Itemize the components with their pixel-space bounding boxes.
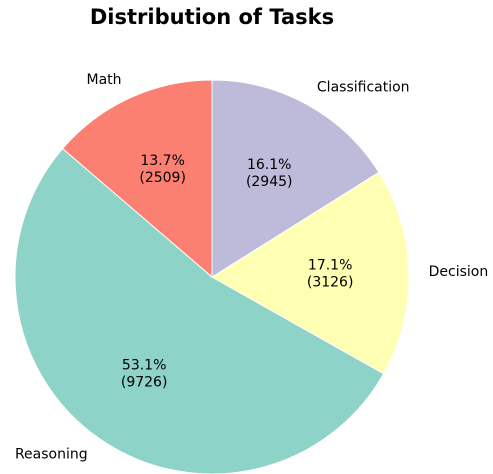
value-label: 17.1% (3126) bbox=[307, 258, 354, 291]
slice-label: Decision bbox=[429, 264, 489, 280]
value-label: 53.1% (9726) bbox=[121, 357, 168, 390]
value-label: 13.7% (2509) bbox=[139, 153, 186, 186]
value-label-line: (2509) bbox=[139, 170, 186, 186]
slice-label: Reasoning bbox=[15, 446, 88, 462]
value-label-line: 16.1% bbox=[247, 157, 291, 173]
value-label: 16.1% (2945) bbox=[246, 157, 293, 190]
value-label-line: 17.1% bbox=[308, 258, 352, 274]
value-label-line: 13.7% bbox=[140, 153, 184, 169]
value-label-line: 53.1% bbox=[122, 357, 166, 373]
chart-title: Distribution of Tasks bbox=[90, 5, 334, 29]
pie-slice bbox=[211, 171, 410, 375]
slice-label: Classification bbox=[317, 79, 410, 95]
value-label-line: (3126) bbox=[307, 275, 354, 291]
pie-slice bbox=[14, 147, 385, 474]
value-label-line: (2945) bbox=[246, 174, 293, 190]
pie-slice bbox=[211, 79, 380, 278]
pie-slice bbox=[61, 79, 213, 279]
slice-label: Math bbox=[87, 72, 122, 88]
value-label-line: (9726) bbox=[121, 374, 168, 390]
